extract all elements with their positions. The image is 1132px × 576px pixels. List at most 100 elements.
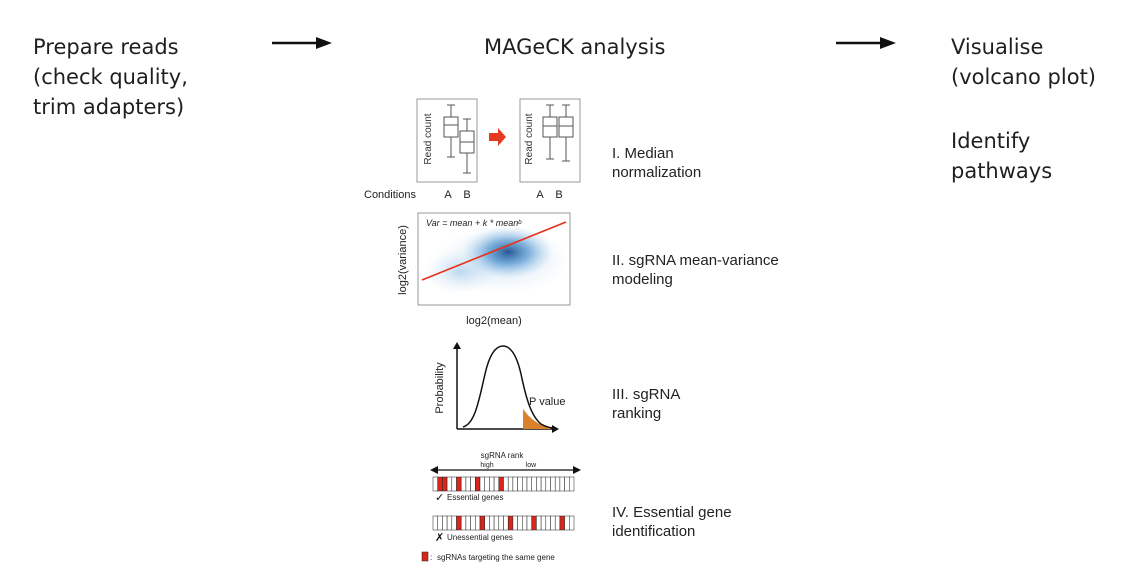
rank-cell — [446, 476, 453, 492]
rank-cell — [493, 515, 500, 531]
rank-cell — [526, 476, 532, 492]
rank-cell — [456, 515, 462, 531]
rank-cell — [460, 476, 467, 492]
rank-cell — [526, 515, 532, 531]
step-analysis-title: MAGeCK analysis — [484, 35, 666, 59]
stage-mean-variance-modeling: II. sgRNA mean-variance modeling — [612, 251, 779, 289]
rank-cell — [522, 476, 528, 492]
rank-low-label: low — [526, 462, 537, 469]
stage1-line-2: normalization — [612, 164, 702, 181]
density-curve — [462, 345, 556, 429]
panel2-ylabel: log2(variance) — [397, 225, 409, 295]
rank-cell — [465, 476, 471, 492]
rank-cell — [540, 515, 547, 531]
rank-cell — [536, 515, 542, 531]
step-pathways-line-1: Identify — [951, 129, 1031, 153]
rank-cell — [569, 515, 575, 531]
rank-cell — [442, 515, 448, 531]
rank-cell — [484, 476, 490, 492]
rank-cell — [489, 515, 495, 531]
rank-title: sgRNA rank — [481, 451, 525, 460]
conditions-label: Conditions — [364, 189, 416, 201]
condition-a-left: A — [444, 189, 452, 201]
mean-variance-panel: Var = mean + k * meanᵇ log2(variance) lo… — [397, 212, 572, 327]
rank-cell — [470, 476, 476, 492]
rank-cell — [517, 476, 523, 492]
rank-cell — [550, 476, 556, 492]
stage1-line-1: I. Median — [612, 145, 674, 162]
boxplot-b-after — [558, 104, 574, 162]
stage3-line-2: ranking — [612, 405, 662, 422]
panel3-ylabel: Probability — [434, 362, 446, 414]
rank-cell — [507, 515, 514, 531]
step-pathways-line-2: pathways — [951, 159, 1053, 183]
rank-cell — [432, 476, 438, 492]
unessential-cross-icon: ✗ — [435, 532, 444, 544]
rank-cell — [512, 515, 518, 531]
rank-cell — [559, 515, 565, 531]
flow-arrow-1 — [272, 37, 332, 49]
rank-cell — [554, 476, 561, 492]
sgrna-ranking-panel: Probability P value — [434, 342, 565, 433]
rank-cell — [536, 476, 542, 492]
stage-sgrna-ranking: III. sgRNA ranking — [612, 385, 680, 423]
rank-cell — [479, 476, 485, 492]
essential-rank-bar — [432, 476, 575, 492]
boxplot-b-before — [459, 118, 475, 174]
boxplot-a-after — [542, 104, 558, 160]
essential-genes-label: Essential genes — [447, 493, 503, 502]
step-visualise-line-2: (volcano plot) — [951, 65, 1096, 89]
rank-cell — [564, 515, 570, 531]
rank-cell — [531, 515, 537, 531]
rank-cell — [550, 515, 556, 531]
p-value-tail — [523, 409, 551, 429]
rank-cell — [475, 515, 481, 531]
legend-swatch — [421, 551, 429, 562]
rank-cell — [498, 476, 504, 492]
stage2-line-1: II. sgRNA mean-variance — [612, 252, 779, 269]
rank-arrow-right-icon — [573, 466, 581, 474]
rank-cell — [451, 476, 457, 492]
boxplot-a-before — [443, 104, 459, 158]
rank-cell — [512, 476, 518, 492]
rank-cell — [503, 515, 509, 531]
step-prepare-line-2: (check quality, — [33, 65, 188, 89]
stage4-line-1: IV. Essential gene — [612, 504, 732, 521]
rank-cell — [451, 515, 457, 531]
step-identify-pathways: Identify pathways — [951, 126, 1052, 186]
normalize-arrow-icon — [489, 128, 506, 146]
rank-cell — [503, 476, 509, 492]
stage-median-normalization: I. Median normalization — [612, 144, 701, 182]
stage2-line-2: modeling — [612, 271, 673, 288]
rank-cell — [437, 515, 443, 531]
rank-cell — [531, 476, 537, 492]
rank-cell — [470, 515, 476, 531]
essential-gene-panel: sgRNA rank high low ✓ Essential genes ✗ … — [421, 451, 581, 562]
rank-high-label: high — [480, 462, 493, 469]
rank-cell — [564, 476, 570, 492]
panel1-ylabel-right: Read count — [524, 113, 535, 164]
rank-cell — [460, 515, 467, 531]
rank-cell — [517, 515, 523, 531]
rank-cell — [569, 476, 575, 492]
rank-cell — [507, 476, 514, 492]
step-mageck-analysis: MAGeCK analysis — [484, 32, 665, 62]
rank-cell — [484, 515, 490, 531]
panel2-xlabel: log2(mean) — [466, 315, 522, 327]
legend-text: sgRNAs targeting the same gene — [437, 553, 555, 562]
rank-cell — [498, 515, 504, 531]
stage3-line-1: III. sgRNA — [612, 386, 681, 403]
rank-cell — [446, 515, 453, 531]
rank-cell — [456, 476, 462, 492]
essential-check-icon: ✓ — [435, 492, 444, 504]
p-value-label: P value — [529, 396, 565, 408]
unessential-rank-bar — [432, 515, 575, 531]
rank-cell — [475, 476, 481, 492]
step-visualise-line-1: Visualise — [951, 35, 1044, 59]
rank-cell — [442, 476, 448, 492]
rank-cell — [545, 476, 551, 492]
rank-cell — [559, 476, 565, 492]
rank-cell — [554, 515, 561, 531]
stage-essential-gene-identification: IV. Essential gene identification — [612, 503, 732, 541]
